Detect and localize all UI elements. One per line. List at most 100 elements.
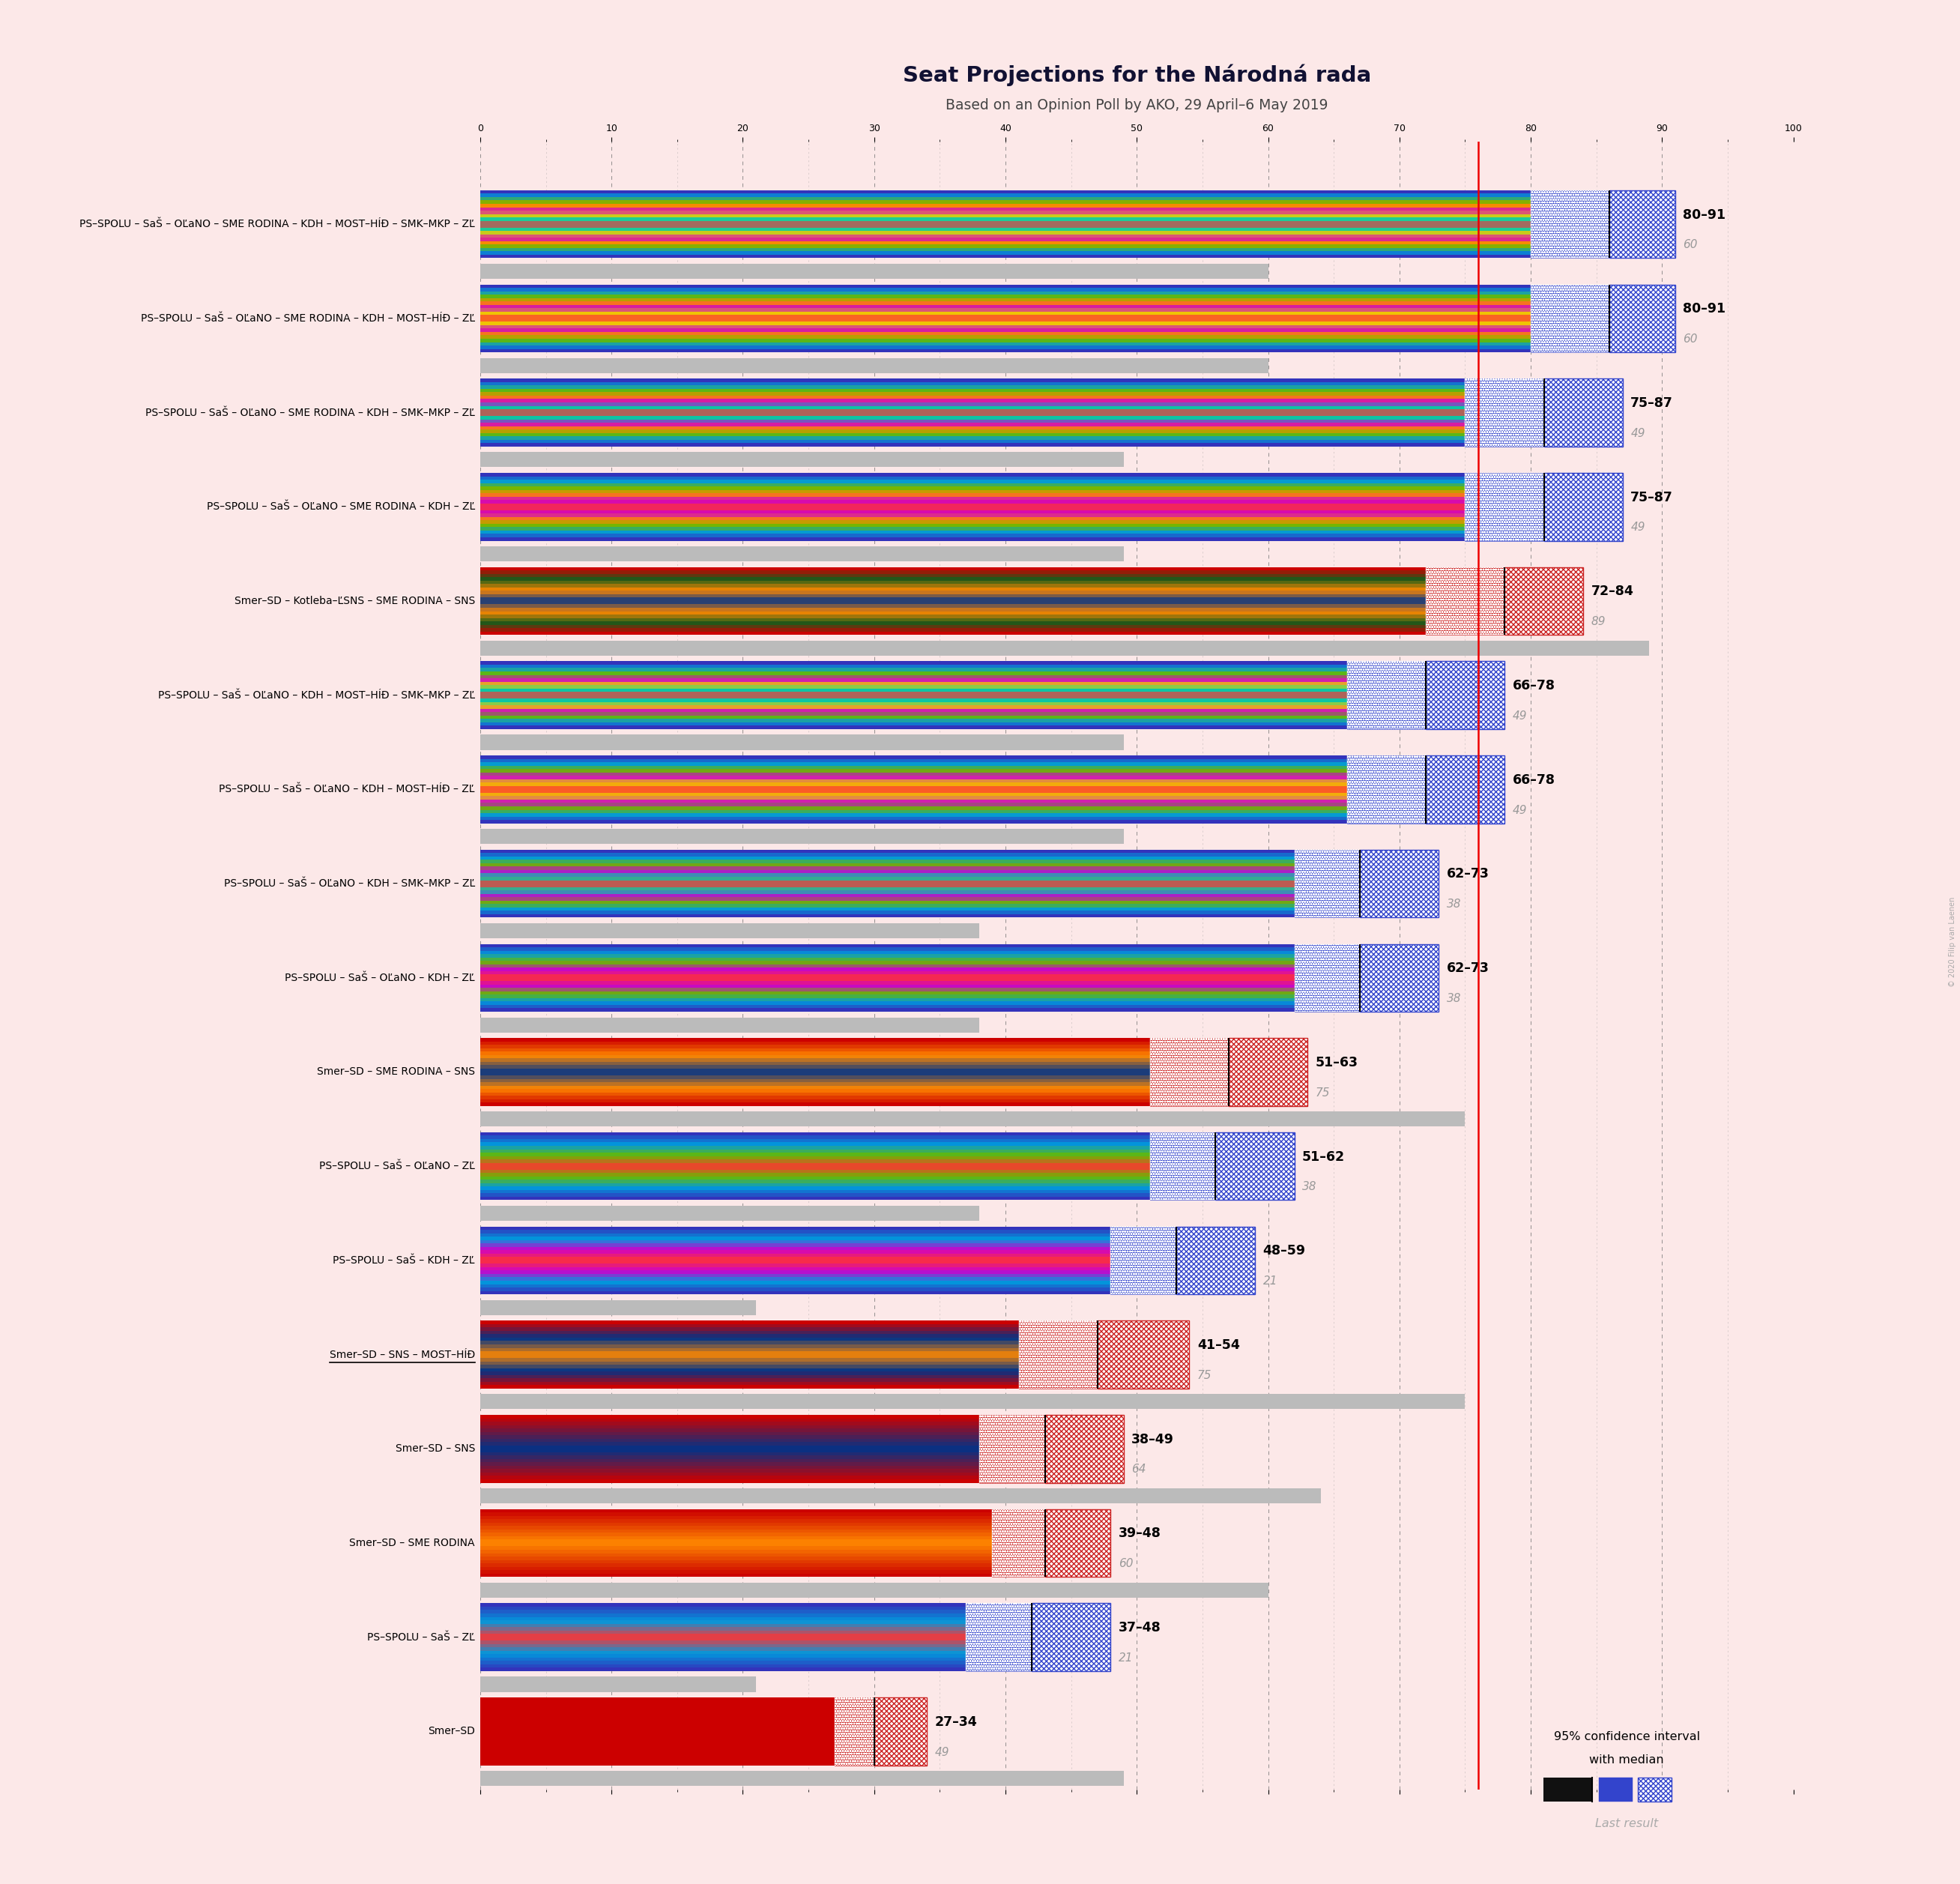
Bar (480, 1748, 835, 1752)
Bar (480, 335, 1531, 339)
Bar (480, 207, 1531, 211)
Bar (1544, 473, 1623, 541)
Bar (480, 1449, 980, 1453)
Bar (480, 396, 1464, 399)
Bar (480, 674, 1347, 678)
Bar (480, 1551, 992, 1552)
Bar (480, 571, 1425, 575)
Bar (480, 1641, 966, 1645)
Bar (480, 575, 1425, 577)
Bar (480, 531, 1464, 533)
Text: 37–48: 37–48 (1119, 1620, 1160, 1635)
Bar (480, 1473, 980, 1475)
Bar (480, 315, 1531, 318)
Bar (480, 641, 1648, 656)
Bar (480, 1552, 992, 1556)
Bar (480, 1112, 1464, 1127)
Bar (480, 1368, 1019, 1372)
Bar (1347, 755, 1425, 823)
Bar (480, 288, 1531, 292)
Bar (480, 405, 1464, 409)
Bar (480, 511, 1464, 514)
Bar (480, 537, 1464, 541)
Bar (480, 507, 1464, 511)
Bar (1464, 379, 1544, 447)
Bar (480, 1741, 835, 1745)
Bar (480, 1543, 992, 1547)
Text: PS–SPOLU – SaŠ – OĽaNO – ZĽ: PS–SPOLU – SaŠ – OĽaNO – ZĽ (319, 1161, 474, 1172)
Bar (480, 957, 1294, 961)
Bar (835, 1697, 874, 1765)
Bar (480, 910, 1294, 914)
Bar (480, 499, 1464, 503)
Bar (480, 1285, 1111, 1287)
Text: PS–SPOLU – SaŠ – ZĽ: PS–SPOLU – SaŠ – ZĽ (367, 1632, 474, 1643)
Bar (480, 318, 1531, 322)
Bar (480, 358, 1268, 373)
Bar (480, 1611, 966, 1613)
Text: 38–49: 38–49 (1131, 1432, 1174, 1447)
Bar (1609, 190, 1676, 258)
Bar (480, 1240, 1111, 1243)
Text: 75: 75 (1198, 1370, 1211, 1381)
Bar (1045, 1415, 1123, 1483)
Bar (480, 1270, 1111, 1274)
Text: Seat Projections for the Národná rada: Seat Projections for the Národná rada (902, 64, 1372, 87)
Bar (980, 1415, 1045, 1483)
Bar (480, 224, 1531, 228)
Bar (480, 580, 1425, 584)
Bar (480, 797, 1347, 799)
Bar (480, 1436, 980, 1439)
Bar (480, 1264, 1111, 1268)
Bar (480, 473, 1464, 477)
Bar (480, 1166, 1151, 1170)
Bar (480, 816, 1347, 820)
Bar (480, 1046, 1151, 1048)
Bar (480, 1466, 980, 1470)
Bar (480, 592, 1425, 593)
Bar (480, 1375, 1019, 1379)
Bar (480, 622, 1425, 625)
Bar (480, 974, 1294, 978)
Bar (980, 1415, 1045, 1483)
Bar (480, 1439, 980, 1441)
Text: Based on an Opinion Poll by AKO, 29 April–6 May 2019: Based on an Opinion Poll by AKO, 29 Apri… (945, 98, 1329, 113)
Bar (480, 782, 1347, 786)
Bar (480, 999, 1294, 1002)
Bar (480, 584, 1425, 588)
Bar (480, 1281, 1111, 1285)
Bar (480, 1321, 1019, 1324)
Text: 66–78: 66–78 (1513, 678, 1554, 693)
Text: 27–34: 27–34 (935, 1714, 978, 1730)
Bar (480, 1677, 757, 1692)
Text: 41–54: 41–54 (1198, 1338, 1241, 1353)
Bar (480, 546, 1123, 561)
Bar (480, 1422, 980, 1424)
Text: 66–78: 66–78 (1513, 772, 1554, 788)
Bar (480, 482, 1464, 486)
Bar (480, 292, 1531, 294)
Bar (480, 1519, 992, 1522)
Bar (480, 198, 1531, 200)
Bar (480, 1068, 1151, 1072)
Bar (480, 326, 1531, 328)
Bar (480, 1569, 992, 1573)
Bar (480, 1174, 1151, 1176)
Bar (480, 1149, 1151, 1153)
Bar (480, 1098, 1151, 1102)
Bar (480, 437, 1464, 439)
Text: 60: 60 (1119, 1558, 1133, 1569)
Bar (480, 759, 1347, 763)
Text: 64: 64 (1131, 1464, 1147, 1475)
Bar (480, 978, 1294, 982)
Bar (1464, 473, 1544, 541)
Bar (480, 1347, 1019, 1351)
Bar (480, 985, 1294, 987)
Text: Smer–SD – Kotleba–ĽSNS – SME RODINA – SNS: Smer–SD – Kotleba–ĽSNS – SME RODINA – SN… (235, 595, 474, 607)
Bar (480, 1603, 966, 1607)
Bar (480, 1583, 1268, 1598)
Bar (480, 1157, 1151, 1159)
Bar (480, 1179, 1151, 1183)
Bar (480, 1355, 1019, 1358)
Bar (480, 961, 1294, 965)
